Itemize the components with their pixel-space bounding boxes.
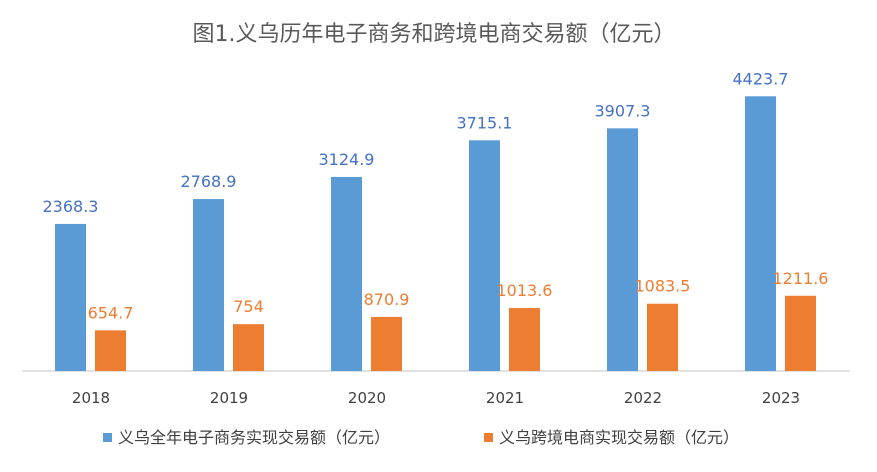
legend-label-ecommerce: 义乌全年电子商务实现交易额（亿元）: [118, 428, 390, 447]
chart-title: 图1.义乌历年电子商务和跨境电商交易额（亿元）: [193, 22, 676, 47]
bars-layer: [55, 96, 816, 371]
bar-ecommerce-2023: [745, 96, 776, 371]
bar-cross-border-2023: [785, 295, 816, 371]
data-label-ecommerce-2018: 2368.3: [43, 197, 99, 216]
bar-ecommerce-2021: [469, 140, 500, 371]
data-label-cross-border-2022: 1083.5: [635, 277, 691, 296]
x-tick-2019: 2019: [210, 389, 248, 407]
data-label-cross-border-2023: 1211.6: [773, 269, 829, 288]
x-tick-2021: 2021: [486, 389, 524, 407]
x-tick-2023: 2023: [762, 389, 800, 407]
data-label-cross-border-2020: 870.9: [364, 290, 410, 309]
bar-ecommerce-2018: [55, 223, 86, 371]
legend-swatch-ecommerce: [103, 433, 112, 442]
bar-ecommerce-2019: [193, 199, 224, 371]
x-tick-2022: 2022: [624, 389, 662, 407]
x-axis-ticks: 2018 2019 2020 2021 2022 2023: [72, 389, 800, 407]
data-label-ecommerce-2020: 3124.9: [319, 150, 375, 169]
bar-ecommerce-2020: [331, 176, 362, 371]
bar-cross-border-2020: [371, 316, 402, 371]
data-label-cross-border-2021: 1013.6: [497, 281, 553, 300]
data-label-cross-border-2018: 654.7: [88, 303, 134, 322]
legend: 义乌全年电子商务实现交易额（亿元） 义乌跨境电商实现交易额（亿元）: [103, 428, 739, 447]
bar-cross-border-2018: [95, 330, 126, 371]
x-tick-2020: 2020: [348, 389, 386, 407]
legend-label-cross-border: 义乌跨境电商实现交易额（亿元）: [499, 428, 739, 447]
data-labels: 2368.3 654.7 2768.9 754 3124.9 870.9 3715.1 101…: [43, 69, 829, 322]
data-label-ecommerce-2021: 3715.1: [457, 113, 513, 132]
data-label-ecommerce-2023: 4423.7: [733, 69, 789, 88]
x-tick-2018: 2018: [72, 389, 110, 407]
bar-cross-border-2019: [233, 324, 264, 371]
data-label-cross-border-2019: 754: [233, 297, 264, 316]
data-label-ecommerce-2022: 3907.3: [595, 101, 651, 120]
data-label-ecommerce-2019: 2768.9: [181, 172, 237, 191]
bar-cross-border-2021: [509, 308, 540, 371]
bar-ecommerce-2022: [607, 128, 638, 371]
bar-cross-border-2022: [647, 303, 678, 371]
legend-swatch-cross-border: [484, 433, 493, 442]
